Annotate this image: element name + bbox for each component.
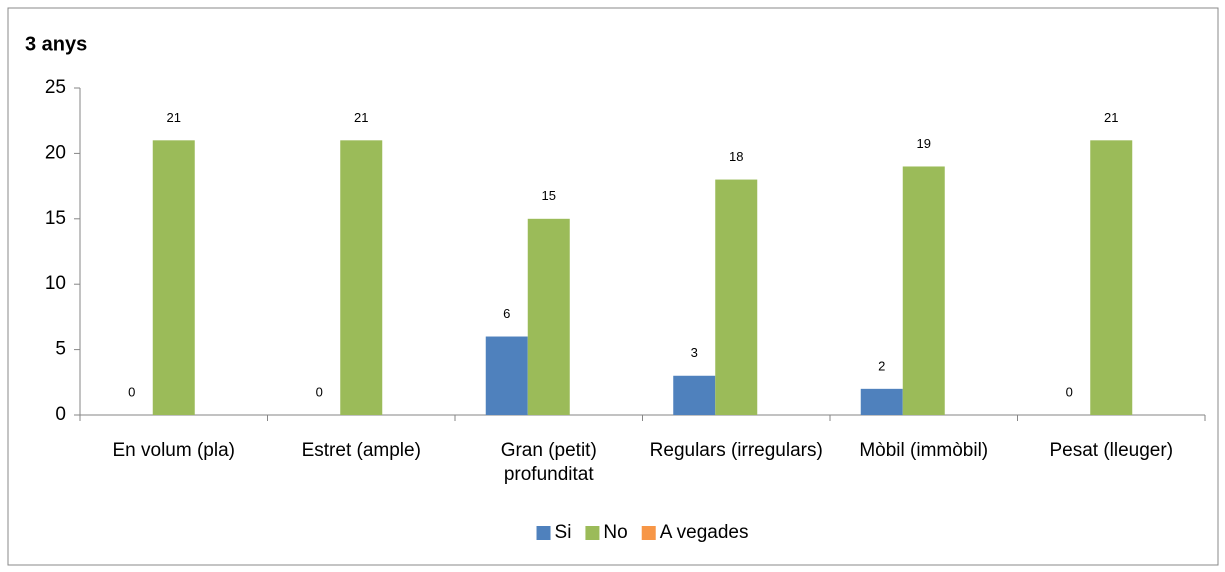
x-tick-label: Gran (petit) profunditat <box>500 440 597 485</box>
data-label: 21 <box>354 110 368 125</box>
data-label: 21 <box>167 110 181 125</box>
chart-title: 3 anys <box>25 33 87 55</box>
data-label: 18 <box>729 149 743 164</box>
legend-swatch <box>585 526 600 540</box>
legend-label: No <box>603 522 627 543</box>
legend-label: A vegades <box>660 522 749 543</box>
legend-label: Si <box>555 522 572 543</box>
legend-swatch <box>536 526 551 540</box>
x-tick-label: Mòbil (immòbil) <box>859 440 989 461</box>
bar <box>340 140 383 415</box>
y-tick-label: 10 <box>45 273 66 294</box>
bar <box>902 166 945 415</box>
bar <box>527 218 570 415</box>
chart-border <box>7 7 1219 566</box>
data-label: 0 <box>1066 384 1073 399</box>
bar <box>715 179 758 415</box>
legend-swatch <box>641 526 656 540</box>
data-label: 0 <box>128 384 135 399</box>
x-tick-label: Pesat (lleuger) <box>1049 440 1174 461</box>
data-label: 0 <box>316 384 323 399</box>
data-label: 19 <box>917 136 931 151</box>
y-tick-label: 15 <box>45 208 66 229</box>
bar <box>673 375 716 415</box>
data-label: 21 <box>1104 110 1118 125</box>
data-label: 3 <box>691 345 698 360</box>
y-tick-label: 0 <box>55 404 66 425</box>
x-tick-label: En volum (pla) <box>112 440 236 461</box>
x-tick-label: Regulars (irregulars) <box>649 440 823 461</box>
y-tick-label: 20 <box>45 142 66 163</box>
y-tick-label: 25 <box>45 77 66 98</box>
bar <box>485 336 528 415</box>
bar <box>1090 140 1133 415</box>
bar <box>152 140 195 415</box>
bar <box>860 388 903 415</box>
x-tick-label: Estret (ample) <box>301 440 421 461</box>
data-label: 15 <box>542 188 556 203</box>
y-tick-label: 5 <box>55 339 66 360</box>
data-label: 6 <box>503 306 510 321</box>
data-label: 2 <box>878 358 885 373</box>
